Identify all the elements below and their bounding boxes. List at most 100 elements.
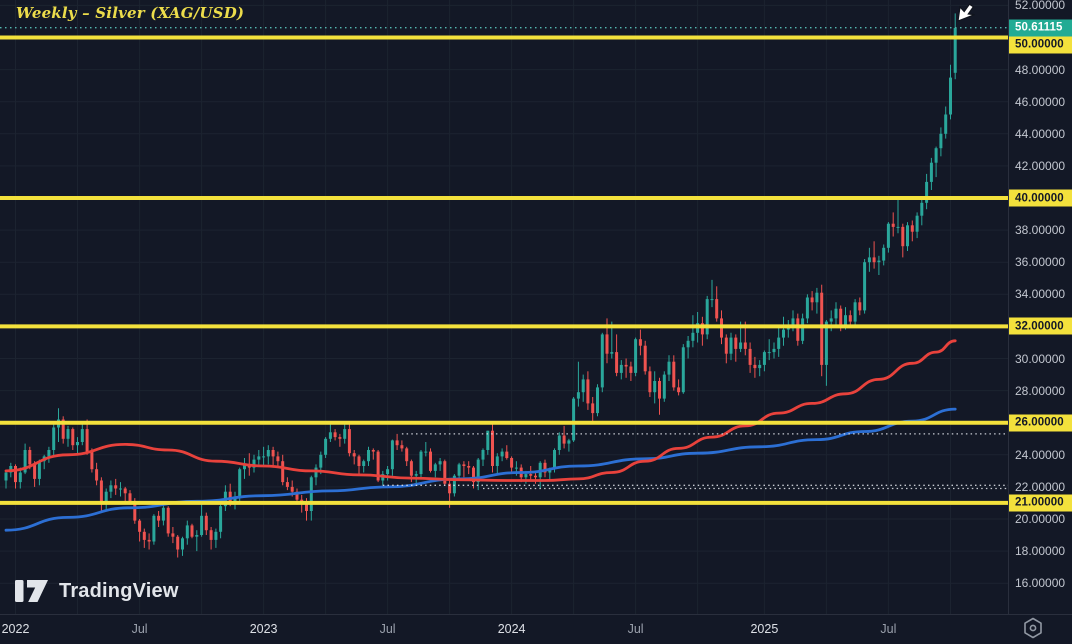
candle-body [648,371,652,393]
candle-body [643,345,647,372]
candle-body [324,438,328,455]
candle-body [562,435,566,444]
candle-body [181,538,184,550]
candle-body [586,379,590,404]
candle-body [605,334,609,354]
candle-body [758,364,762,369]
candle-body [762,352,766,365]
candle-body [37,461,41,479]
price-tick-label: 44.00000 [1015,126,1066,141]
time-tick-month: Jul [880,622,897,636]
candle-body [753,364,757,369]
price-tick-label: 22.00000 [1015,479,1066,494]
candle-body [257,456,261,460]
candle-body [810,297,814,303]
candle-body [581,379,585,393]
candle-body [448,483,452,494]
candle-body [147,539,151,542]
candle-body [729,337,733,354]
candle-body [638,339,642,346]
candle-body [66,429,70,439]
candle-body [333,432,337,438]
candle-body [700,323,704,335]
candle-body [47,450,51,457]
candle-body [352,453,356,457]
candle-body [395,440,399,446]
price-tick-label: 34.00000 [1015,287,1066,302]
candle-body [295,491,299,500]
candle-body [734,337,738,349]
time-tick-year: 2022 [1,622,30,636]
candle-body [557,435,561,450]
candle-body [505,451,509,458]
tradingview-logo-text: TradingView [59,579,179,602]
candle-body [801,318,805,341]
time-tick-year: 2024 [497,622,526,636]
candle-body [252,459,256,468]
candle-body [52,427,56,450]
price-tick-label: 38.00000 [1015,223,1066,238]
candle-body [820,292,824,365]
candle-body [314,467,318,478]
price-tick-label: 36.00000 [1015,255,1066,270]
price-tick-label: 28.00000 [1015,383,1066,398]
tradingview-logo-icon [15,580,48,602]
candle-body [157,515,161,521]
candle-body [796,318,800,341]
candle-body [739,342,743,349]
candle-body [214,531,218,540]
candle-body [615,352,619,373]
price-axis[interactable]: 52.00000 48.00000 46.00000 44.00000 42.00000… [1008,0,1072,644]
candle-body [710,299,714,301]
candle-body [553,450,556,470]
candle-body [305,502,308,511]
candle-body [281,461,285,483]
candle-body [724,337,728,354]
candle-body [805,297,809,319]
candle-body [576,392,580,399]
time-tick-year: 2023 [249,622,278,636]
yellow-level-badge: 40.00000 [1009,189,1072,207]
candle-body [90,451,94,470]
yellow-level-badge: 21.00000 [1009,494,1072,512]
candle-body [944,114,948,134]
candle-body [853,302,857,322]
price-tick-label: 48.00000 [1015,62,1066,77]
time-axis[interactable]: 2022 Jul 2023 Jul 2024 Jul 2025 Jul [0,614,1072,644]
price-tick-label: 16.00000 [1015,576,1066,591]
candle-body [882,247,886,261]
candle-body [906,225,909,247]
candle-body [834,308,838,319]
candle-body [429,451,432,471]
candle-body [76,442,79,446]
candle-body [367,450,370,462]
candle-body [691,332,695,341]
candle-body [782,329,785,338]
candle-body [953,27,957,73]
candle-body [362,461,366,466]
candle-body [109,485,113,492]
axis-settings-icon[interactable] [1019,614,1047,642]
candle-body [185,525,189,539]
candle-body [867,257,871,263]
candle-body [4,472,8,481]
candle-body [166,507,170,534]
yellow-level-badge: 32.00000 [1009,317,1072,335]
candle-body [200,515,204,535]
candle-body [543,462,547,473]
time-tick-month: Jul [131,622,148,636]
candle-body [824,321,828,365]
candle-body [386,469,390,475]
candle-body [715,299,719,319]
candle-body [572,398,576,441]
candle-body [901,226,905,247]
candle-body [438,461,442,465]
grid-lines [0,0,1008,614]
candle-body [791,318,795,325]
candle-body [653,381,657,393]
candle-body [133,501,137,521]
candle-body [209,530,213,540]
chart-title: Weekly – Silver (XAG/USD) [16,4,245,22]
